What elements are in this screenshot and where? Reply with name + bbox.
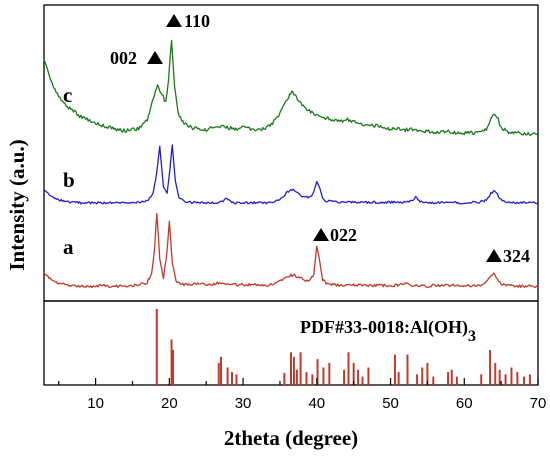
- reference-label: PDF#33-0018:Al(OH)3: [300, 317, 476, 345]
- svg-text:022: 022: [330, 225, 357, 245]
- series-line-a: [43, 212, 539, 289]
- annotation-002: 002: [110, 48, 163, 68]
- series-label-a: a: [63, 235, 74, 259]
- series-label-c: c: [63, 83, 72, 107]
- y-axis-title: Intensity (a.u.): [5, 139, 29, 270]
- triangle-marker-icon: [166, 14, 182, 27]
- annotation-324: 324: [486, 246, 530, 266]
- triangle-marker-icon: [313, 228, 329, 241]
- x-tick-label: 60: [456, 395, 473, 412]
- svg-text:002: 002: [110, 48, 137, 68]
- x-axis-title: 2theta (degree): [224, 426, 358, 450]
- x-tick-label: 40: [308, 395, 325, 412]
- x-axis-ticks: 10 20 30 40 50 60 70: [58, 378, 547, 412]
- series-line-b: [43, 144, 539, 205]
- x-tick-label: 10: [87, 395, 104, 412]
- x-tick-label: 50: [382, 395, 399, 412]
- annotation-022: 022: [313, 225, 357, 245]
- triangle-marker-icon: [147, 51, 163, 64]
- series-layer: [43, 39, 539, 289]
- series-label-b: b: [63, 168, 75, 192]
- x-tick-label: 20: [161, 395, 178, 412]
- svg-text:324: 324: [503, 246, 530, 266]
- x-tick-label: 30: [235, 395, 252, 412]
- x-tick-label: 70: [530, 395, 547, 412]
- annotation-110: 110: [166, 11, 210, 31]
- series-line-c: [43, 39, 539, 136]
- triangle-marker-icon: [486, 249, 502, 262]
- reference-sticks: [155, 309, 531, 385]
- svg-text:110: 110: [184, 11, 210, 31]
